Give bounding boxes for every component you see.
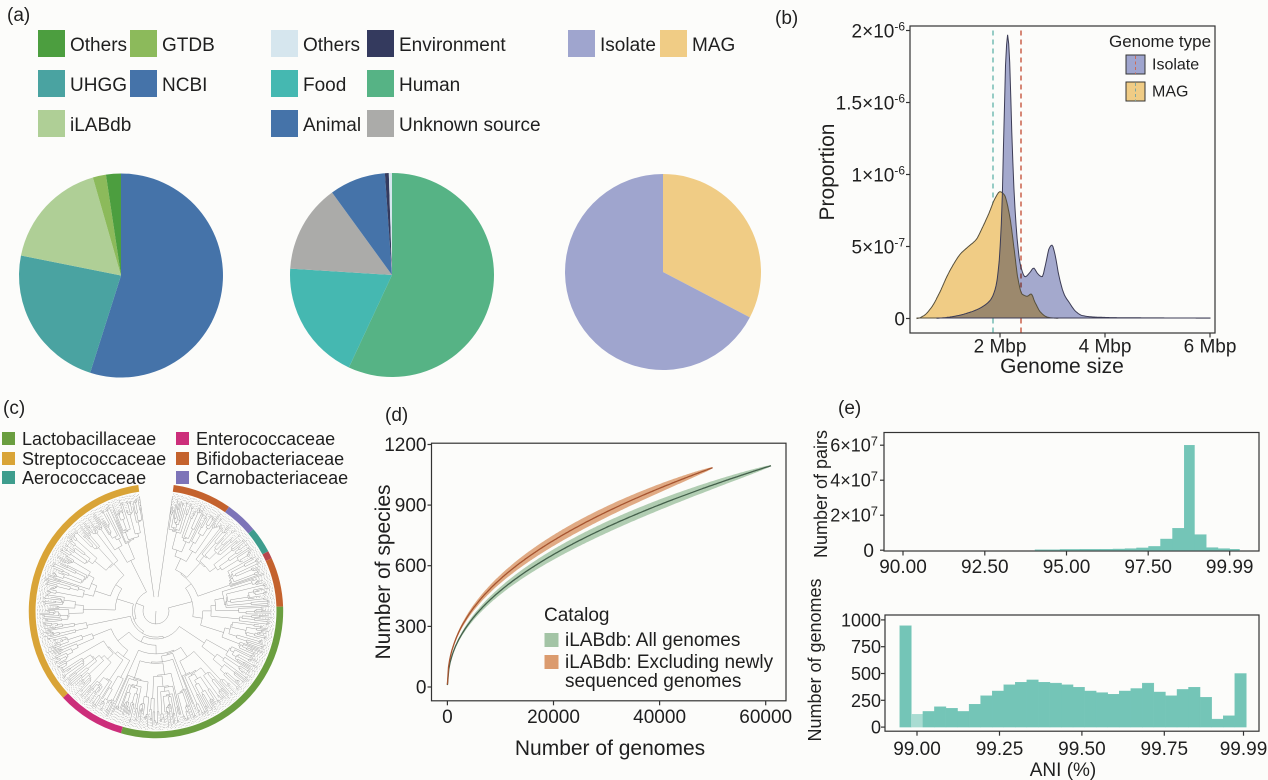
- svg-text:Others: Others: [303, 35, 360, 56]
- svg-text:ANI (%): ANI (%): [1030, 760, 1097, 780]
- svg-text:Genome size: Genome size: [1000, 355, 1124, 378]
- svg-text:(d): (d): [385, 405, 408, 426]
- svg-text:97.50: 97.50: [1124, 557, 1172, 578]
- svg-text:40000: 40000: [633, 707, 686, 728]
- svg-text:Number of genomes: Number of genomes: [805, 578, 825, 741]
- svg-text:Proportion: Proportion: [816, 124, 839, 221]
- svg-text:Streptococcaceae: Streptococcaceae: [22, 449, 166, 469]
- svg-text:1000: 1000: [841, 610, 881, 630]
- svg-text:20000: 20000: [527, 707, 580, 728]
- svg-text:95.00: 95.00: [1043, 557, 1091, 578]
- svg-text:Animal: Animal: [303, 115, 361, 136]
- svg-text:UHGG: UHGG: [70, 75, 127, 96]
- svg-text:Food: Food: [303, 75, 346, 96]
- svg-text:Lactobacillaceae: Lactobacillaceae: [22, 429, 156, 449]
- svg-text:Number of species: Number of species: [372, 484, 395, 659]
- svg-text:Others: Others: [70, 35, 127, 56]
- svg-text:6 Mbp: 6 Mbp: [1184, 337, 1237, 358]
- svg-text:Human: Human: [399, 75, 460, 96]
- svg-text:250: 250: [851, 691, 881, 711]
- svg-text:2×107: 2×107: [830, 504, 878, 526]
- svg-text:Bifidobacteriaceae: Bifidobacteriaceae: [196, 449, 344, 469]
- svg-text:1×10-6: 1×10-6: [852, 164, 906, 187]
- svg-text:MAG: MAG: [1152, 84, 1188, 101]
- svg-text:(c): (c): [3, 398, 25, 419]
- svg-text:90.00: 90.00: [879, 557, 927, 578]
- svg-text:Isolate: Isolate: [600, 35, 656, 56]
- svg-text:99.99: 99.99: [1220, 739, 1268, 760]
- svg-text:0: 0: [894, 310, 905, 331]
- svg-text:Catalog: Catalog: [544, 605, 610, 626]
- svg-text:sequenced genomes: sequenced genomes: [565, 671, 741, 692]
- svg-text:99.00: 99.00: [893, 739, 941, 760]
- svg-text:500: 500: [851, 664, 881, 684]
- svg-text:750: 750: [851, 637, 881, 657]
- svg-text:600: 600: [395, 556, 427, 577]
- svg-text:Genome type: Genome type: [1109, 32, 1211, 51]
- svg-text:0: 0: [871, 718, 881, 738]
- svg-text:99.99: 99.99: [1206, 557, 1254, 578]
- svg-text:0: 0: [863, 541, 874, 562]
- svg-text:60000: 60000: [739, 707, 792, 728]
- svg-text:99.75: 99.75: [1141, 739, 1189, 760]
- svg-text:2×10-6: 2×10-6: [852, 20, 906, 43]
- svg-text:92.50: 92.50: [961, 557, 1009, 578]
- svg-text:Environment: Environment: [399, 35, 506, 56]
- svg-text:Number of pairs: Number of pairs: [811, 430, 831, 558]
- svg-text:0: 0: [416, 678, 427, 699]
- svg-text:1200: 1200: [384, 435, 426, 456]
- svg-text:Isolate: Isolate: [1152, 57, 1199, 74]
- svg-text:Enterococcaceae: Enterococcaceae: [196, 429, 335, 449]
- svg-text:(e): (e): [838, 398, 861, 419]
- svg-text:MAG: MAG: [692, 35, 735, 56]
- svg-text:iLABdb: iLABdb: [70, 115, 131, 136]
- svg-text:4 Mbp: 4 Mbp: [1079, 337, 1132, 358]
- svg-text:iLABdb: All genomes: iLABdb: All genomes: [565, 630, 740, 651]
- svg-text:4×107: 4×107: [830, 469, 878, 491]
- svg-text:Aerococcaceae: Aerococcaceae: [22, 468, 146, 488]
- svg-text:NCBI: NCBI: [162, 75, 207, 96]
- svg-text:GTDB: GTDB: [162, 35, 215, 56]
- svg-text:1.5×10-6: 1.5×10-6: [836, 92, 906, 115]
- svg-text:300: 300: [395, 617, 427, 638]
- svg-text:900: 900: [395, 496, 427, 517]
- svg-text:99.25: 99.25: [976, 739, 1024, 760]
- svg-text:6×107: 6×107: [830, 434, 878, 456]
- svg-text:(a): (a): [7, 5, 30, 26]
- svg-text:Carnobacteriaceae: Carnobacteriaceae: [196, 468, 348, 488]
- svg-text:2 Mbp: 2 Mbp: [974, 337, 1027, 358]
- svg-text:0: 0: [442, 707, 453, 728]
- svg-text:iLABdb: Excluding newly: iLABdb: Excluding newly: [565, 652, 774, 673]
- svg-text:(b): (b): [775, 8, 798, 29]
- svg-text:99.50: 99.50: [1058, 739, 1106, 760]
- svg-text:5×10-7: 5×10-7: [852, 236, 906, 259]
- svg-text:Number of genomes: Number of genomes: [515, 737, 705, 760]
- svg-text:Unknown source: Unknown source: [399, 115, 541, 136]
